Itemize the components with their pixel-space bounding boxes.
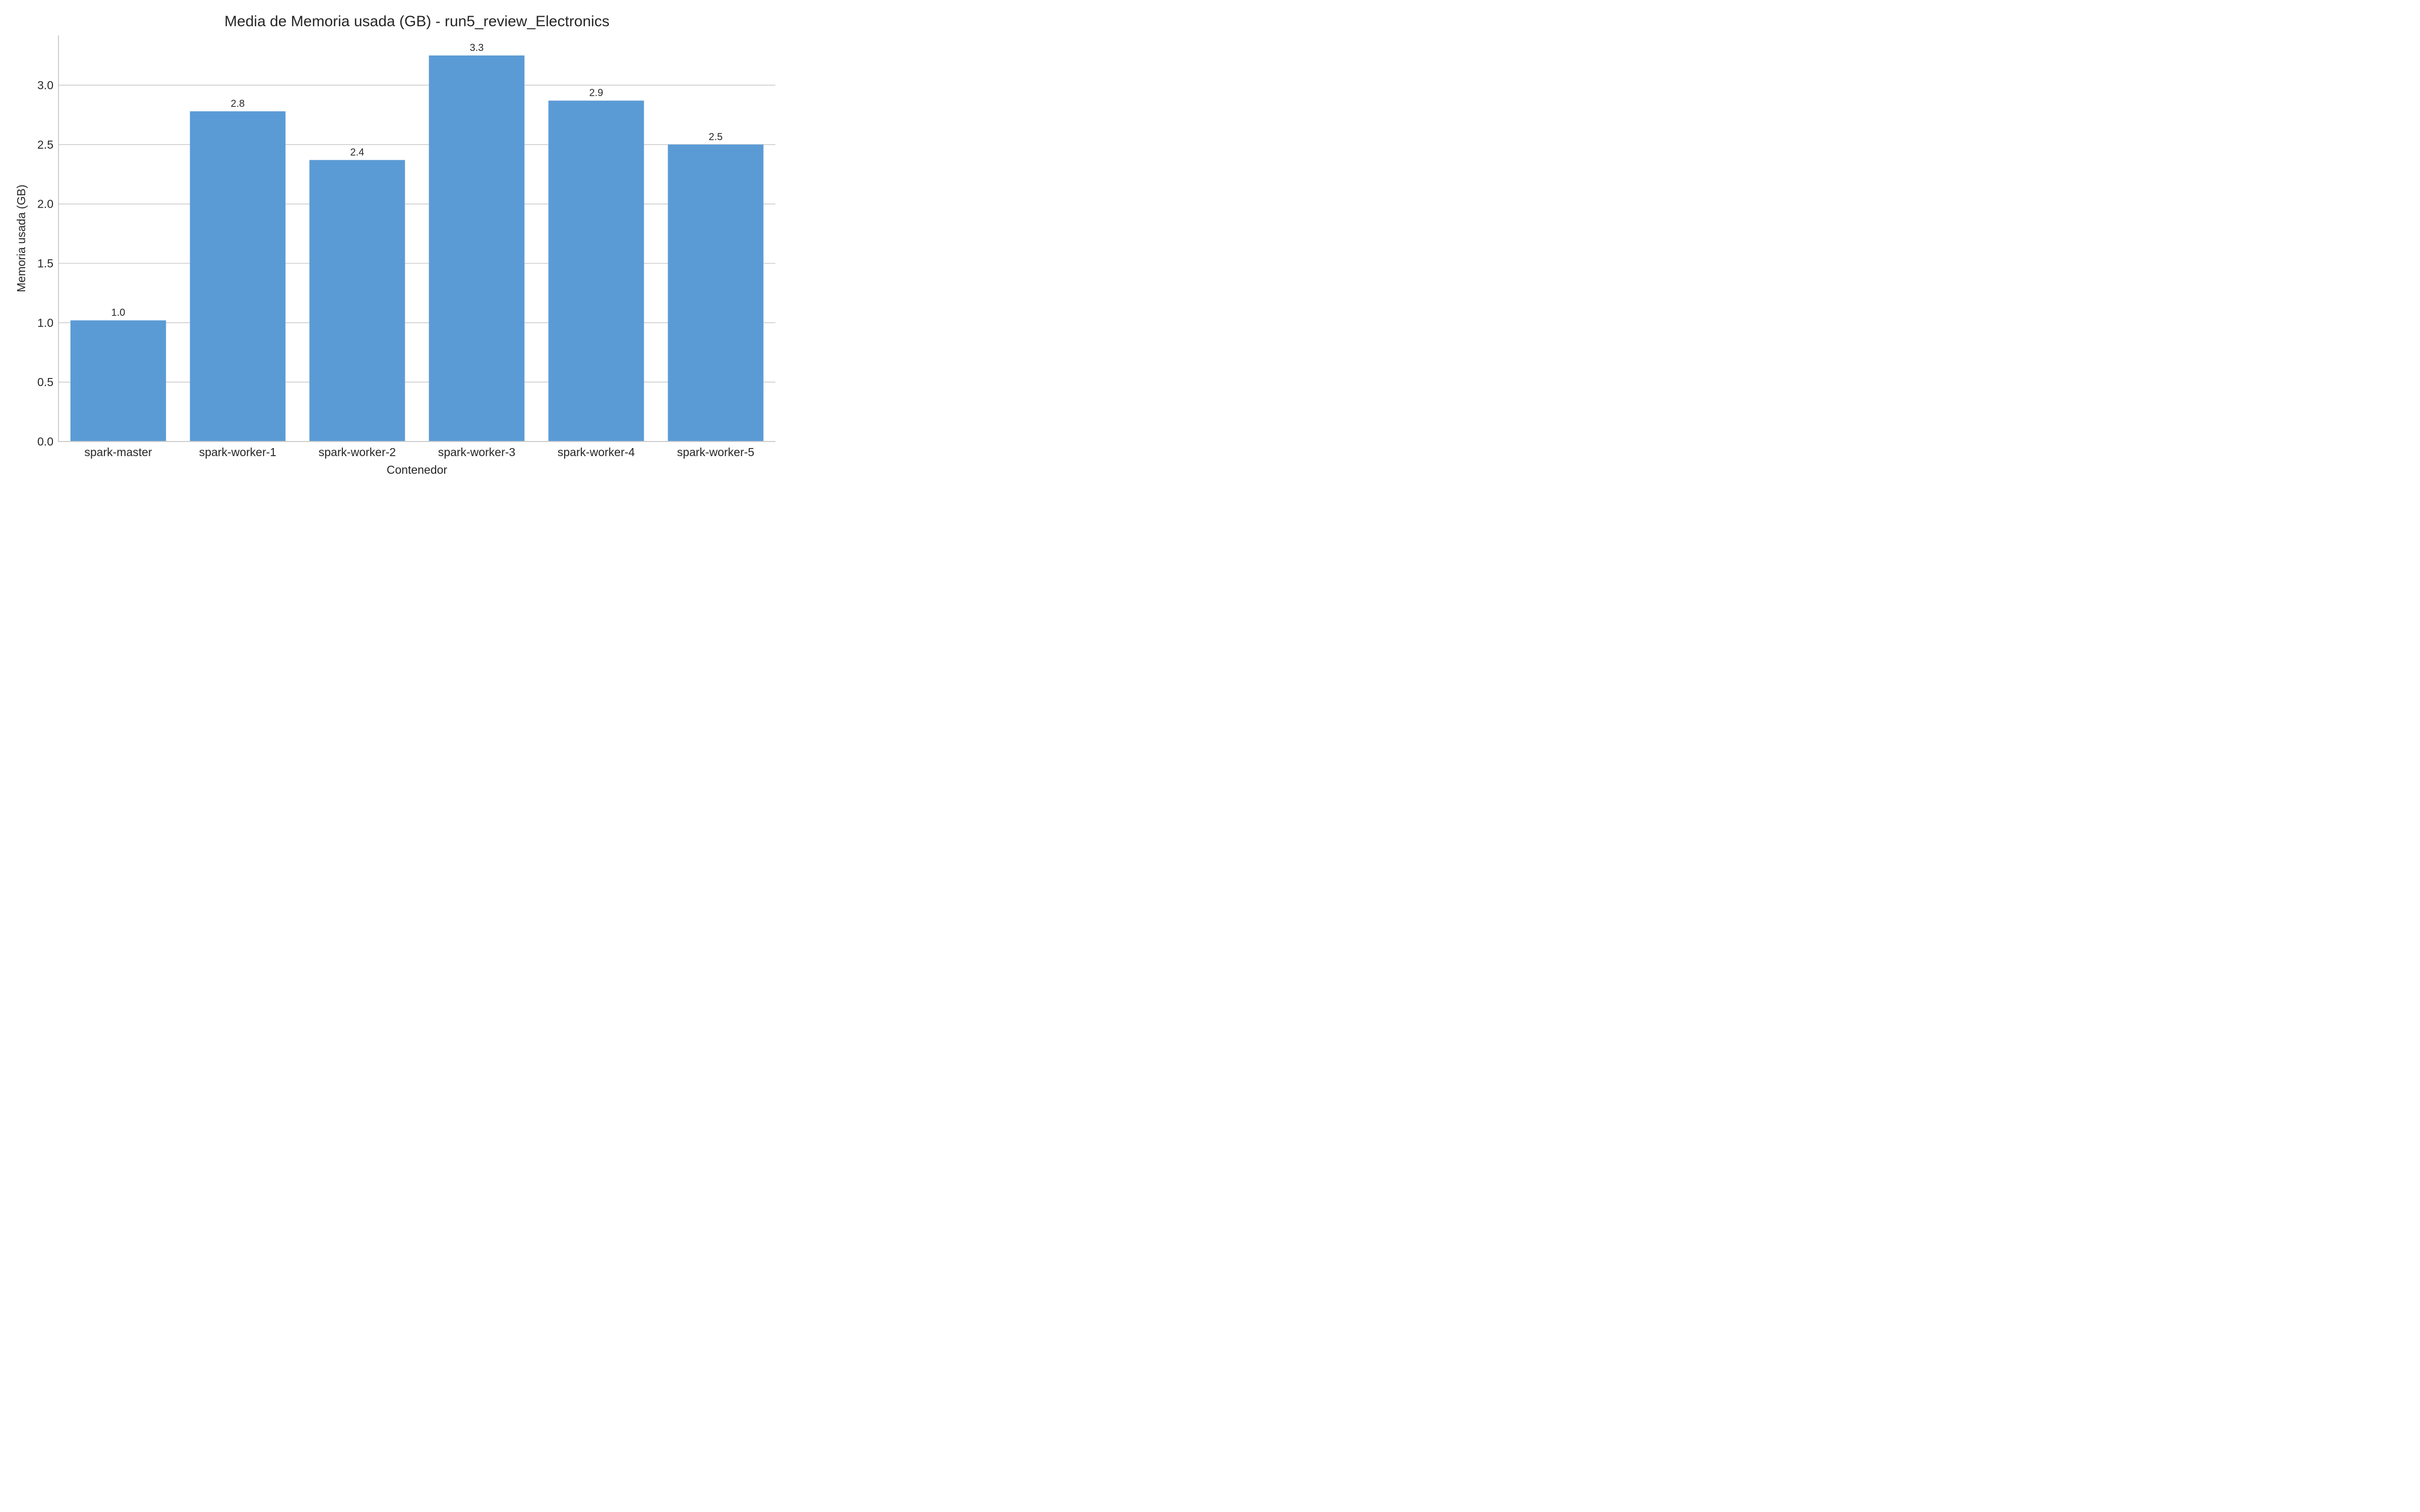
data-label: 3.3 [470, 42, 484, 53]
data-labels: 1.0 2.8 2.4 3.3 2.9 2.5 [111, 42, 723, 319]
y-axis-label: Memoria usada (GB) [15, 184, 28, 292]
x-axis-label: Contenedor [387, 463, 448, 476]
bar [190, 111, 286, 442]
bar [548, 100, 644, 442]
data-label: 2.9 [589, 88, 603, 99]
x-tick-label: spark-worker-4 [558, 446, 635, 459]
data-label: 1.0 [111, 307, 126, 319]
y-tick-label: 0.5 [37, 375, 53, 389]
y-tick-label: 1.5 [37, 257, 53, 270]
y-tick-label: 1.0 [37, 316, 53, 329]
y-tick-label: 3.0 [37, 79, 53, 92]
bar [668, 144, 764, 442]
bar [70, 320, 166, 442]
bar [429, 55, 525, 442]
y-tick-label: 2.0 [37, 198, 53, 211]
bars [70, 55, 764, 442]
gridlines [58, 85, 775, 383]
x-tick-label: spark-worker-3 [438, 446, 515, 459]
y-tick-label: 2.5 [37, 138, 53, 151]
bar [309, 160, 405, 442]
data-label: 2.8 [231, 98, 245, 109]
x-tick-label: spark-worker-5 [677, 446, 754, 459]
data-label: 2.4 [350, 147, 365, 158]
y-tick-labels: 0.0 0.5 1.0 1.5 2.0 2.5 3.0 [37, 79, 53, 448]
chart-title: Media de Memoria usada (GB) - run5_revie… [224, 13, 610, 30]
y-tick-label: 0.0 [37, 435, 53, 448]
x-tick-label: spark-master [84, 446, 152, 459]
x-tick-label: spark-worker-1 [199, 446, 276, 459]
axes [58, 35, 775, 442]
x-tick-labels: spark-master spark-worker-1 spark-worker-2… [84, 446, 754, 459]
data-label: 2.5 [709, 132, 723, 143]
x-tick-label: spark-worker-2 [319, 446, 396, 459]
bar-chart: Media de Memoria usada (GB) - run5_revie… [15, 13, 775, 476]
